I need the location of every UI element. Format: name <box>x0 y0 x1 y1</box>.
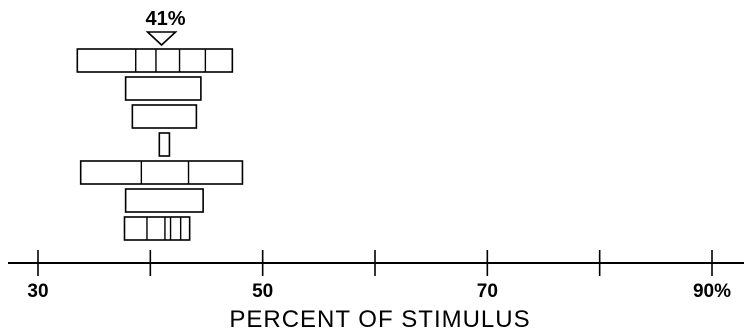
range-row <box>79 160 244 185</box>
x-tick-label: 90% <box>693 281 731 302</box>
range-row <box>124 188 204 213</box>
marker-label: 41% <box>146 8 186 30</box>
range-box <box>79 160 244 185</box>
x-tick-label: 70 <box>477 281 498 302</box>
range-box <box>124 76 202 101</box>
range-row <box>123 216 191 241</box>
range-rows <box>76 48 244 241</box>
x-axis-label: PERCENT OF STIMULUS <box>229 306 530 333</box>
range-box <box>123 216 191 241</box>
marker-triangle-icon <box>145 31 178 47</box>
range-row <box>131 104 198 129</box>
range-row <box>76 48 234 73</box>
range-box <box>158 132 171 157</box>
range-row <box>124 76 202 101</box>
range-box <box>76 48 234 73</box>
range-row <box>158 132 171 157</box>
x-tick-label: 30 <box>27 281 48 302</box>
range-box <box>124 188 204 213</box>
percent-marker: 41% <box>145 8 186 47</box>
x-tick-label: 50 <box>252 281 273 302</box>
x-axis-tick-labels: 30 50 70 90% <box>27 281 731 302</box>
x-axis-ticks <box>37 250 713 276</box>
range-box <box>131 104 198 129</box>
